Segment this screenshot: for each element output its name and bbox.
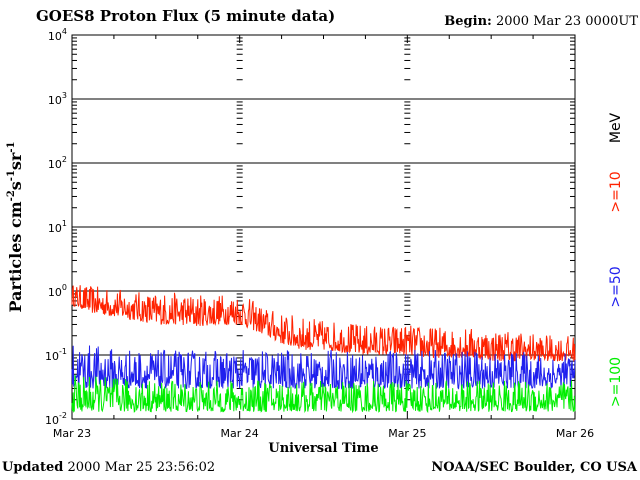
begin-value: 2000 Mar 23 0000UT bbox=[495, 14, 638, 29]
series-line-1 bbox=[71, 345, 576, 390]
y-tick-label: 103 bbox=[48, 91, 67, 107]
begin-time: Begin: 2000 Mar 23 0000UT bbox=[444, 14, 638, 29]
series-line-0 bbox=[71, 285, 576, 363]
updated-label: Updated bbox=[2, 460, 64, 475]
x-tick-label: Mar 25 bbox=[388, 427, 426, 440]
series-line-2 bbox=[71, 374, 576, 414]
legend-unit: MeV bbox=[608, 112, 624, 143]
y-tick-label: 101 bbox=[48, 219, 67, 235]
x-tick-label: Mar 23 bbox=[53, 427, 91, 440]
legend-entry-1: >=50 bbox=[608, 266, 624, 307]
begin-label: Begin: bbox=[444, 14, 492, 29]
updated-value: 2000 Mar 25 23:56:02 bbox=[67, 460, 216, 475]
y-axis-label: Particles cm-2s-1sr-1 bbox=[6, 142, 25, 313]
y-tick-label: 10-2 bbox=[45, 411, 67, 427]
legend-entry-2: >=100 bbox=[608, 357, 624, 407]
y-tick-label: 102 bbox=[48, 155, 67, 171]
legend-entry-0: >=10 bbox=[608, 171, 624, 212]
x-tick-label: Mar 26 bbox=[556, 427, 594, 440]
chart-title: GOES8 Proton Flux (5 minute data) bbox=[36, 7, 336, 25]
x-tick-label: Mar 24 bbox=[221, 427, 259, 440]
y-tick-label: 100 bbox=[48, 283, 67, 299]
credit-text: NOAA/SEC Boulder, CO USA bbox=[431, 460, 637, 475]
y-tick-label: 104 bbox=[48, 27, 67, 43]
y-tick-label: 10-1 bbox=[45, 347, 67, 363]
x-axis-label: Universal Time bbox=[268, 441, 378, 456]
updated-time: Updated 2000 Mar 25 23:56:02 bbox=[2, 460, 215, 475]
